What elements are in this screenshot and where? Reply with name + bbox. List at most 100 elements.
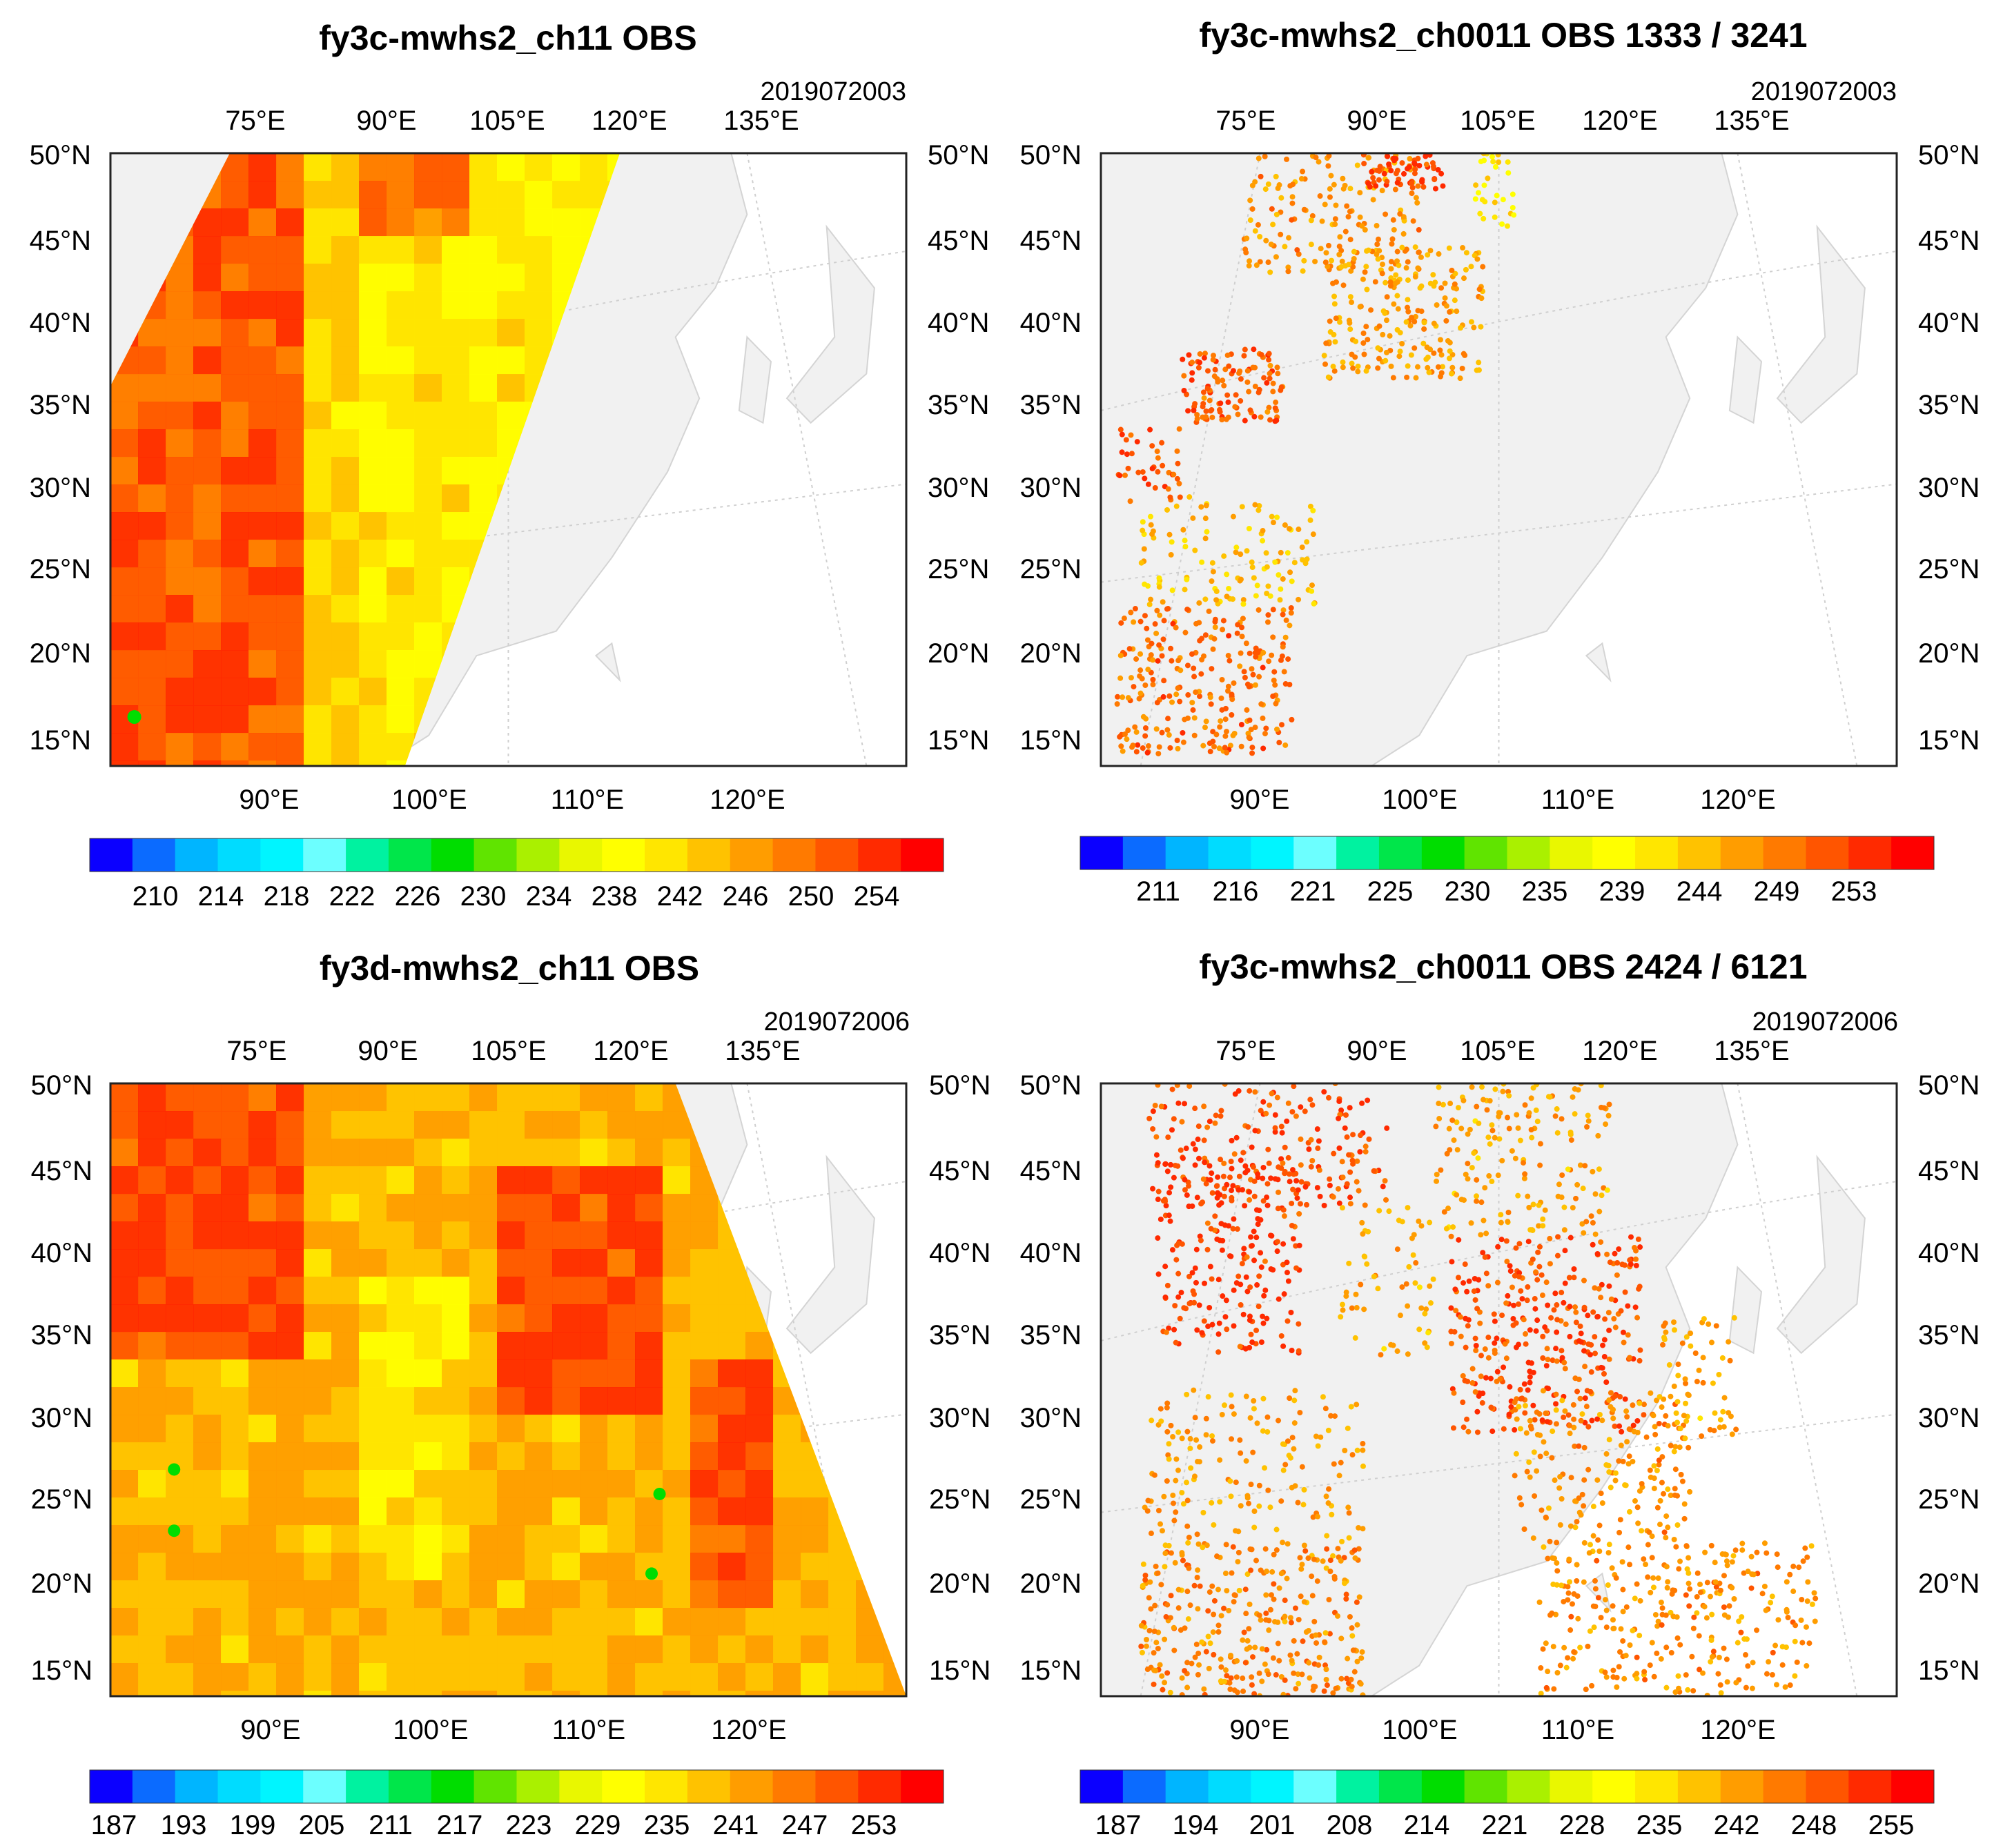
obs-point <box>1440 183 1446 189</box>
obs-point <box>1197 1583 1203 1589</box>
obs-point <box>1172 1560 1178 1566</box>
colorbar-label: 221 <box>1290 876 1336 907</box>
obs-point <box>1313 155 1319 161</box>
islands <box>785 224 875 424</box>
obs-point <box>1500 1088 1506 1094</box>
field-cell <box>442 346 470 375</box>
obs-point <box>1605 1550 1612 1556</box>
obs-point <box>1384 1125 1390 1131</box>
obs-point <box>1605 1582 1611 1589</box>
obs-point <box>1554 1329 1560 1335</box>
field-cell <box>166 1580 194 1609</box>
obs-point <box>1346 1510 1352 1516</box>
obs-point <box>1305 1628 1311 1634</box>
obs-point <box>1180 1557 1186 1564</box>
obs-point <box>1142 1577 1149 1583</box>
field-cell <box>221 1304 249 1333</box>
obs-point <box>1155 1083 1161 1088</box>
obs-point <box>1455 1105 1461 1111</box>
obs-point <box>1545 1302 1551 1308</box>
obs-point <box>1724 1679 1730 1685</box>
field-cell <box>110 1608 139 1636</box>
obs-point <box>1377 164 1383 170</box>
obs-point <box>1179 1552 1185 1558</box>
obs-point <box>1204 1542 1210 1549</box>
field-cell <box>276 678 304 706</box>
obs-point <box>1273 254 1279 260</box>
field-cell <box>248 705 277 734</box>
field-cell <box>580 1304 608 1333</box>
bottom-lon-label: 100°E <box>391 785 467 815</box>
obs-point <box>1573 1319 1579 1326</box>
obs-point <box>1224 1326 1230 1333</box>
obs-point <box>1496 1136 1503 1142</box>
field-cell <box>193 1415 222 1443</box>
obs-point <box>1492 214 1498 220</box>
obs-point <box>1342 1125 1348 1131</box>
right-lat-label: 45°N <box>1918 226 1980 256</box>
colorbar-cell <box>388 838 432 872</box>
map-frame <box>1100 1082 1898 1698</box>
field-cell <box>248 457 277 485</box>
field-cell <box>607 1663 636 1691</box>
obs-point <box>1779 1644 1786 1650</box>
obs-point <box>1189 1660 1195 1667</box>
map-area <box>110 153 906 766</box>
obs-point <box>1287 1179 1293 1185</box>
obs-point <box>1169 587 1175 593</box>
obs-point <box>1238 1302 1244 1308</box>
field-cell <box>248 291 277 320</box>
obs-point <box>1142 725 1149 731</box>
field-cell <box>690 1635 719 1664</box>
obs-point <box>1286 235 1292 241</box>
field-cell <box>276 236 304 264</box>
field-cell <box>331 1139 360 1167</box>
obs-point <box>1614 1260 1621 1266</box>
obs-point <box>1273 1672 1279 1678</box>
field-cell <box>359 1470 387 1498</box>
obs-point <box>1594 1314 1601 1320</box>
colorbar-cell <box>815 1770 859 1803</box>
obs-point <box>1159 440 1165 446</box>
obs-point <box>1397 1313 1403 1319</box>
obs-point <box>1201 1103 1207 1110</box>
obs-point <box>1264 564 1270 570</box>
panel-title: fy3c-mwhs2_ch11 OBS <box>319 19 697 57</box>
obs-point <box>1672 1466 1679 1473</box>
obs-point <box>1592 1285 1598 1291</box>
obs-point <box>1195 1567 1201 1573</box>
obs-point <box>1233 1280 1240 1286</box>
obs-point <box>1345 1655 1351 1662</box>
field-cell <box>193 1691 222 1696</box>
obs-point <box>1366 1136 1372 1142</box>
obs-point <box>1618 1442 1624 1448</box>
obs-point <box>1162 1264 1169 1270</box>
obs-point <box>1127 498 1133 504</box>
field-cell <box>497 264 525 292</box>
obs-point <box>1391 301 1397 307</box>
field-cell <box>138 1497 166 1526</box>
field-cell <box>138 1359 166 1388</box>
obs-point <box>1251 575 1257 581</box>
obs-point <box>1347 1195 1354 1201</box>
obs-point <box>1167 1689 1173 1695</box>
field-cell <box>359 1277 387 1305</box>
field-cell <box>110 1497 139 1526</box>
obs-point <box>1641 1556 1647 1562</box>
obs-point <box>1160 1687 1166 1693</box>
field-cell <box>138 622 166 651</box>
obs-point <box>1511 212 1517 218</box>
obs-point <box>1606 1397 1612 1404</box>
obs-point <box>1420 340 1427 346</box>
field-cell <box>607 1083 636 1112</box>
obs-point <box>1608 1484 1614 1491</box>
obs-point <box>1699 1433 1705 1439</box>
obs-point <box>1155 751 1162 757</box>
obs-point <box>1528 1360 1534 1366</box>
obs-point <box>1574 1593 1581 1599</box>
obs-point <box>1590 1533 1596 1539</box>
obs-point <box>1253 1235 1260 1241</box>
obs-point <box>1146 1115 1153 1121</box>
obs-point <box>1360 1447 1366 1453</box>
obs-point <box>1599 1192 1605 1199</box>
